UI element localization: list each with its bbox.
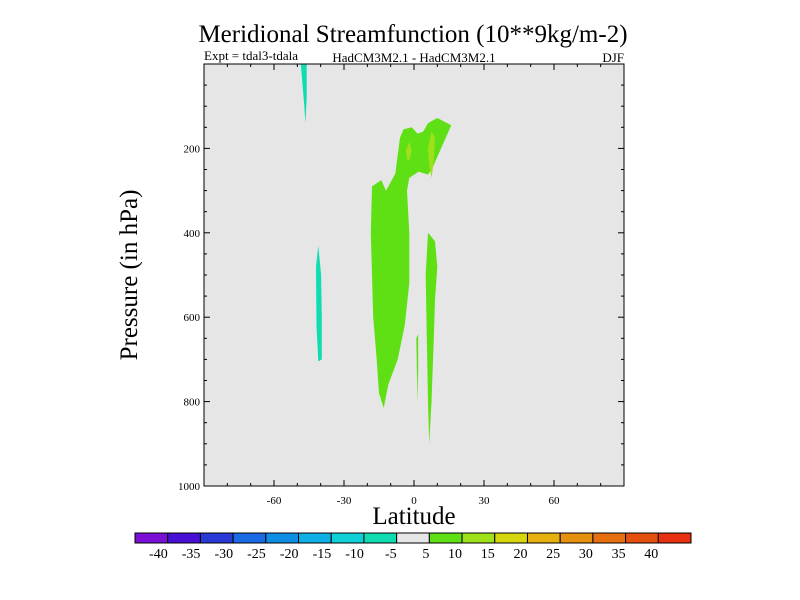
contour-region-pos-upper-core-left	[405, 142, 412, 162]
colorbar-label: 10	[448, 547, 462, 562]
y-axis-label: Pressure (in hPa)	[116, 190, 143, 361]
x-tick-label: 60	[549, 495, 561, 507]
chart-title: Meridional Streamfunction (10**9kg/m-2)	[198, 21, 627, 48]
colorbar-swatch	[363, 532, 398, 544]
y-tick-label: 400	[184, 228, 201, 240]
x-axis-label: Latitude	[372, 503, 455, 530]
y-tick-label: 1000	[178, 481, 201, 493]
colorbar: -40 -35 -30 -25 -20 -15 -10 -5 5 10 15 20 25 30 35 40	[134, 532, 692, 562]
y-tick-label: 800	[184, 397, 201, 409]
contour-region-pos-main-column	[370, 118, 452, 408]
contour-region-neg-upper-midlat	[300, 64, 307, 124]
colorbar-label: 35	[612, 547, 626, 562]
y-tick-label: 600	[184, 312, 201, 324]
plot-area	[204, 64, 624, 486]
subtitle-right: DJF	[602, 50, 624, 65]
colorbar-swatch	[134, 532, 169, 544]
colorbar-swatch	[265, 532, 300, 544]
contour-region-pos-small-sliver	[416, 334, 419, 402]
colorbar-swatch	[559, 532, 594, 544]
colorbar-label: -25	[247, 547, 266, 562]
contour-region-pos-upper-core-right	[428, 131, 435, 178]
contour-region-neg-midtrop	[316, 245, 322, 362]
x-tick-label: -60	[267, 495, 282, 507]
colorbar-label: 15	[481, 547, 495, 562]
colorbar-label: 30	[579, 547, 593, 562]
colorbar-label: -10	[345, 547, 364, 562]
x-tick-label: 30	[479, 495, 491, 507]
colorbar-swatch	[657, 532, 692, 544]
colorbar-label: 5	[422, 547, 429, 562]
colorbar-label: -30	[214, 547, 233, 562]
colorbar-label: -5	[385, 547, 397, 562]
colorbar-swatch	[199, 532, 234, 544]
x-tick-label: -30	[337, 495, 352, 507]
subtitle-left: Expt = tdal3-tdala	[204, 48, 298, 63]
colorbar-swatch	[494, 532, 528, 544]
subtitle-center: HadCM3M2.1 - HadCM3M2.1	[332, 50, 495, 65]
colorbar-label: -40	[149, 547, 168, 562]
colorbar-label: -20	[280, 547, 299, 562]
colorbar-swatch	[330, 532, 365, 544]
colorbar-label: -35	[182, 547, 201, 562]
colorbar-swatch	[625, 532, 659, 544]
colorbar-swatch	[396, 532, 430, 544]
x-tick-label: 0	[411, 495, 417, 507]
colorbar-swatch	[592, 532, 627, 544]
y-tick-label: 200	[184, 143, 201, 155]
colorbar-label: 40	[644, 547, 658, 562]
colorbar-swatch	[298, 532, 332, 544]
colorbar-swatch	[428, 532, 463, 544]
contour-region-pos-lower-column	[425, 232, 438, 444]
colorbar-swatch	[167, 532, 201, 544]
colorbar-label: -15	[313, 547, 332, 562]
colorbar-swatch	[526, 532, 561, 544]
colorbar-label: 25	[546, 547, 560, 562]
colorbar-swatch	[232, 532, 267, 544]
colorbar-label: 20	[513, 547, 527, 562]
colorbar-swatch	[461, 532, 496, 544]
